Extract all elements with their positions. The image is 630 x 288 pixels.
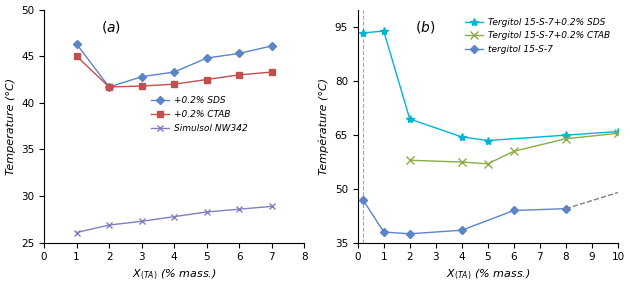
- Tergitol 15-S-7+0.2% SDS: [406, 117, 413, 121]
- Tergitol 15-S-7+0.2% SDS: [614, 130, 622, 133]
- tergitol 15-S-7: [406, 232, 413, 236]
- Line: Tergitol 15-S-7+0.2% SDS: Tergitol 15-S-7+0.2% SDS: [358, 27, 622, 145]
- Tergitol 15-S-7+0.2% SDS: [380, 29, 387, 33]
- Tergitol 15-S-7+0.2% CTAB: [614, 132, 622, 135]
- Y-axis label: Température (°C): Température (°C): [319, 77, 329, 175]
- tergitol 15-S-7: [510, 209, 518, 212]
- Tergitol 15-S-7+0.2% SDS: [458, 135, 466, 139]
- Tergitol 15-S-7+0.2% CTAB: [458, 160, 466, 164]
- X-axis label: $X_{(TA)}$ (% mass.): $X_{(TA)}$ (% mass.): [445, 268, 530, 283]
- Tergitol 15-S-7+0.2% SDS: [484, 139, 491, 142]
- Y-axis label: Temperature (°C): Temperature (°C): [6, 77, 16, 175]
- Tergitol 15-S-7+0.2% CTAB: [562, 137, 570, 141]
- Line: Tergitol 15-S-7+0.2% CTAB: Tergitol 15-S-7+0.2% CTAB: [406, 129, 622, 168]
- tergitol 15-S-7: [380, 230, 387, 234]
- Tergitol 15-S-7+0.2% SDS: [359, 31, 367, 35]
- Tergitol 15-S-7+0.2% CTAB: [406, 158, 413, 162]
- X-axis label: $X_{(TA)}$ (% mass.): $X_{(TA)}$ (% mass.): [132, 268, 217, 283]
- Line: tergitol 15-S-7: tergitol 15-S-7: [360, 197, 569, 236]
- Legend: Tergitol 15-S-7+0.2% SDS, Tergitol 15-S-7+0.2% CTAB, tergitol 15-S-7: Tergitol 15-S-7+0.2% SDS, Tergitol 15-S-…: [461, 14, 614, 57]
- tergitol 15-S-7: [359, 198, 367, 201]
- Tergitol 15-S-7+0.2% CTAB: [510, 149, 518, 153]
- Text: $(b)$: $(b)$: [415, 19, 435, 35]
- tergitol 15-S-7: [458, 228, 466, 232]
- Text: $(a)$: $(a)$: [101, 19, 122, 35]
- Tergitol 15-S-7+0.2% SDS: [562, 133, 570, 137]
- Legend: +0.2% SDS, +0.2% CTAB, Simulsol NW342: +0.2% SDS, +0.2% CTAB, Simulsol NW342: [147, 92, 251, 137]
- tergitol 15-S-7: [562, 207, 570, 211]
- Tergitol 15-S-7+0.2% CTAB: [484, 162, 491, 166]
